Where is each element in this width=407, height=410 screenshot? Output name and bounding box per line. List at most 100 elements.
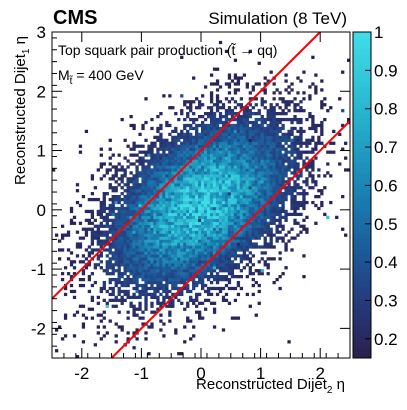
- heatmap-cell: [209, 150, 214, 154]
- heatmap-cell: [284, 195, 288, 199]
- heatmap-cell: [257, 215, 261, 220]
- heatmap-cell: [138, 183, 142, 187]
- heatmap-cell: [203, 242, 208, 246]
- heatmap-cell: [239, 245, 244, 249]
- heatmap-cell: [215, 94, 220, 98]
- heatmap-cell: [266, 150, 270, 154]
- heatmap-cell: [120, 186, 124, 190]
- heatmap-cell: [159, 275, 163, 279]
- heatmap-cell: [159, 248, 163, 252]
- heatmap-cell: [177, 277, 181, 282]
- heatmap-cell: [153, 183, 157, 187]
- heatmap-cell: [147, 174, 151, 178]
- heatmap-cell: [195, 230, 199, 234]
- heatmap-cell: [275, 200, 279, 205]
- heatmap-cell: [248, 189, 252, 193]
- heatmap-cell: [206, 230, 211, 234]
- heatmap-cell: [269, 242, 273, 246]
- heatmap-cell: [224, 203, 229, 208]
- heatmap-cell: [296, 203, 300, 208]
- heatmap-cell: [165, 254, 169, 258]
- heatmap-cell: [287, 85, 291, 89]
- heatmap-cell: [114, 245, 118, 249]
- heatmap-cell: [60, 224, 65, 228]
- heatmap-cell: [162, 322, 166, 326]
- heatmap-cell: [168, 183, 172, 187]
- heatmap-cell: [141, 233, 145, 237]
- heatmap-cell: [266, 129, 270, 134]
- heatmap-cell: [224, 186, 229, 190]
- heatmap-cell: [195, 212, 199, 217]
- heatmap-cell: [168, 245, 172, 249]
- heatmap-cell: [215, 120, 220, 125]
- heatmap-cell: [215, 277, 220, 282]
- heatmap-cell: [189, 156, 193, 160]
- heatmap-cell: [126, 177, 130, 181]
- heatmap-cell: [186, 286, 190, 291]
- heatmap-cell: [230, 123, 235, 128]
- heatmap-cell: [150, 242, 154, 246]
- heatmap-cell: [203, 197, 208, 202]
- heatmap-cell: [186, 230, 190, 234]
- heatmap-cell: [156, 159, 160, 163]
- heatmap-cell: [251, 218, 255, 222]
- heatmap-cell: [150, 192, 154, 196]
- heatmap-cell: [165, 257, 169, 261]
- heatmap-cell: [195, 224, 199, 228]
- heatmap-cell: [105, 230, 109, 234]
- heatmap-cell: [117, 177, 121, 181]
- heatmap-cell: [305, 150, 309, 154]
- heatmap-cell: [132, 346, 136, 350]
- heatmap-cell: [75, 230, 80, 234]
- heatmap-cell: [236, 129, 241, 134]
- heatmap-cell: [177, 212, 181, 217]
- heatmap-cell: [129, 248, 133, 252]
- heatmap-cell: [242, 227, 246, 231]
- heatmap-cell: [102, 310, 106, 314]
- heatmap-cell: [120, 254, 124, 258]
- heatmap-cell: [203, 206, 208, 211]
- heatmap-cell: [293, 236, 297, 240]
- heatmap-cell: [236, 159, 241, 163]
- heatmap-cell: [269, 192, 273, 196]
- heatmap-cell: [212, 144, 217, 148]
- heatmap-cell: [147, 221, 151, 225]
- heatmap-cell: [150, 236, 154, 240]
- heatmap-cell: [218, 289, 223, 294]
- heatmap-cell: [132, 197, 136, 202]
- heatmap-cell: [171, 195, 175, 199]
- heatmap-cell: [177, 230, 181, 234]
- heatmap-cell: [209, 153, 214, 157]
- heatmap-cell: [168, 313, 172, 317]
- heatmap-cell: [105, 260, 109, 264]
- heatmap-cell: [135, 260, 139, 264]
- heatmap-cell: [218, 236, 223, 240]
- heatmap-cell: [147, 254, 151, 258]
- heatmap-cell: [183, 100, 187, 104]
- heatmap-cell: [284, 112, 288, 116]
- heatmap-cell: [186, 186, 190, 190]
- heatmap-cell: [206, 277, 211, 282]
- heatmap-cell: [147, 192, 151, 196]
- heatmap-cell: [239, 195, 244, 199]
- heatmap-cell: [150, 206, 154, 211]
- heatmap-cell: [293, 165, 297, 169]
- heatmap-cell: [102, 298, 106, 302]
- heatmap-cell: [153, 275, 157, 279]
- heatmap-cell: [206, 192, 211, 196]
- heatmap-cell: [156, 289, 160, 294]
- heatmap-cell: [284, 132, 288, 137]
- heatmap-cell: [254, 156, 258, 160]
- heatmap-cell: [209, 174, 214, 178]
- heatmap-cell: [233, 245, 238, 249]
- heatmap-cell: [195, 203, 199, 208]
- heatmap-cell: [171, 180, 175, 184]
- heatmap-cell: [212, 277, 217, 282]
- heatmap-cell: [144, 218, 148, 222]
- heatmap-cell: [153, 230, 157, 234]
- heatmap-cell: [141, 150, 145, 154]
- heatmap-cell: [156, 245, 160, 249]
- heatmap-cell: [132, 233, 136, 237]
- heatmap-cell: [212, 117, 217, 122]
- heatmap-cell: [117, 263, 121, 267]
